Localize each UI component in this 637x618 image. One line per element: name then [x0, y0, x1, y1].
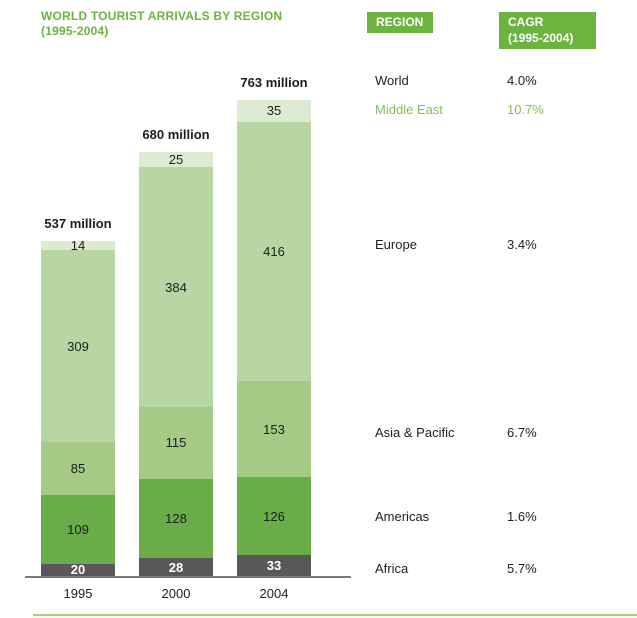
x-axis-label-2000: 2000 — [161, 586, 191, 601]
cagr-value-middle-east: 10.7% — [507, 102, 544, 117]
cagr-value-europe: 3.4% — [507, 237, 537, 252]
segment-africa-1995: 20 — [41, 562, 115, 577]
cagr-value-africa: 5.7% — [507, 561, 537, 576]
bar-total-label-1995: 537 million — [44, 215, 112, 231]
bar-1995: 14 309 85 109 20 — [41, 238, 115, 577]
table-row-europe: Europe 3.4% — [375, 237, 597, 252]
segment-europe-2000: 384 — [139, 167, 213, 407]
table-row-americas: Americas 1.6% — [375, 509, 597, 524]
bar-total-label-2004: 763 million — [240, 74, 308, 90]
chart-title-line2: (1995-2004) — [41, 24, 109, 38]
bar-2004: 35 416 153 126 33 — [237, 99, 311, 576]
segment-asia-pacific-2000: 115 — [139, 406, 213, 479]
chart-title: WORLD TOURIST ARRIVALS BY REGION (1995-2… — [41, 9, 282, 39]
segment-asia-pacific-2004: 153 — [237, 381, 311, 477]
segment-middle-east-1995: 14 — [41, 238, 115, 253]
chart-title-line1: WORLD TOURIST ARRIVALS BY REGION — [41, 9, 283, 23]
segment-africa-2004: 33 — [237, 555, 311, 576]
region-label-asia-pacific: Asia & Pacific — [375, 425, 455, 440]
region-label-africa: Africa — [375, 561, 409, 576]
segment-europe-2004: 416 — [237, 121, 311, 382]
segment-middle-east-2000: 25 — [139, 151, 213, 168]
x-axis-label-1995: 1995 — [63, 586, 93, 601]
x-axis-line — [25, 576, 351, 578]
segment-africa-2000: 28 — [139, 558, 213, 576]
cagr-value-world: 4.0% — [507, 73, 537, 88]
segment-middle-east-2004: 35 — [237, 99, 311, 122]
table-row-world: World 4.0% — [375, 73, 597, 88]
segment-europe-1995: 309 — [41, 249, 115, 443]
region-column-header-badge: REGION — [367, 12, 433, 33]
region-label-europe: Europe — [375, 237, 417, 252]
region-label-middle-east: Middle East — [375, 102, 443, 117]
cagr-header-line1: CAGR — [508, 15, 544, 29]
table-row-africa: Africa 5.7% — [375, 561, 597, 576]
bar-total-label-2000: 680 million — [142, 126, 210, 142]
cagr-header-line2: (1995-2004) — [508, 31, 574, 45]
table-row-asia-pacific: Asia & Pacific 6.7% — [375, 425, 597, 440]
cagr-value-americas: 1.6% — [507, 509, 537, 524]
region-label-world: World — [375, 73, 409, 88]
table-row-middle-east: Middle East 10.7% — [375, 102, 597, 117]
x-axis-label-2004: 2004 — [259, 586, 289, 601]
segment-americas-1995: 109 — [41, 495, 115, 564]
segment-americas-2004: 126 — [237, 476, 311, 556]
segment-asia-pacific-1995: 85 — [41, 442, 115, 496]
region-label-americas: Americas — [375, 509, 430, 524]
segment-americas-2000: 128 — [139, 478, 213, 559]
bottom-divider — [33, 614, 637, 616]
cagr-column-header-badge: CAGR (1995-2004) — [499, 12, 596, 49]
bar-2000: 25 384 115 128 28 — [139, 151, 213, 576]
cagr-value-asia-pacific: 6.7% — [507, 425, 537, 440]
